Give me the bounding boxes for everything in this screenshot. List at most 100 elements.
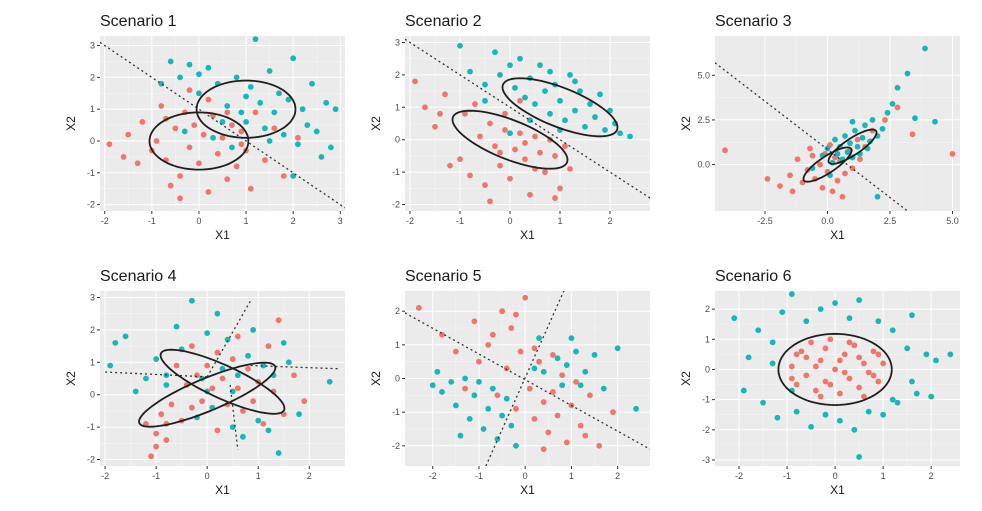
class-b-point xyxy=(507,62,513,69)
x-tick-label: -1 xyxy=(456,216,464,226)
class-b-point xyxy=(745,354,752,361)
class-a-point xyxy=(167,182,174,189)
class-b-point xyxy=(904,70,911,77)
class-b-point xyxy=(452,402,459,409)
class-a-point xyxy=(865,369,872,376)
class-a-point xyxy=(870,348,877,355)
class-a-point xyxy=(870,372,877,379)
class-b-point xyxy=(517,55,523,62)
y-axis-label: X2 xyxy=(369,116,383,131)
class-b-point xyxy=(466,415,473,422)
class-b-point xyxy=(434,368,441,375)
class-b-point xyxy=(600,385,607,392)
class-b-point xyxy=(471,392,478,399)
class-a-point xyxy=(817,393,824,400)
class-a-point xyxy=(882,117,888,123)
scenario-2-title: Scenario 2 xyxy=(405,13,482,30)
class-b-point xyxy=(489,385,496,392)
scenario-5-plot-area xyxy=(405,291,650,466)
class-a-point xyxy=(499,308,505,315)
class-b-point xyxy=(856,454,863,460)
x-axis-label: X1 xyxy=(520,228,535,242)
class-b-point xyxy=(304,122,311,128)
class-a-point xyxy=(809,152,816,159)
scenario-4-title: Scenario 4 xyxy=(100,268,177,285)
scenario-3-plot-area xyxy=(715,45,956,211)
class-a-point xyxy=(204,362,211,369)
class-a-point xyxy=(822,378,829,385)
class-b-point xyxy=(285,96,292,103)
class-a-point xyxy=(793,381,800,388)
class-b-point xyxy=(186,61,193,68)
class-a-point xyxy=(573,378,579,385)
class-a-point xyxy=(153,443,160,450)
class-a-point xyxy=(788,375,795,382)
class-b-point xyxy=(290,55,297,62)
class-a-point xyxy=(894,104,901,111)
class-a-point xyxy=(494,392,501,399)
x-tick-label: -1 xyxy=(148,216,156,226)
class-a-point xyxy=(513,311,519,318)
y-tick-label: -1 xyxy=(392,167,400,177)
class-b-point xyxy=(327,144,334,151)
class-b-point xyxy=(547,68,553,75)
y-tick-label: 2.5 xyxy=(697,115,710,125)
class-b-point xyxy=(573,348,579,355)
class-b-point xyxy=(577,88,583,94)
class-b-point xyxy=(832,136,838,143)
class-b-point xyxy=(285,359,292,366)
class-b-point xyxy=(467,68,473,75)
class-a-point xyxy=(188,343,195,349)
class-a-point xyxy=(527,191,533,198)
class-b-point xyxy=(429,382,436,389)
class-a-point xyxy=(482,182,488,188)
class-a-point xyxy=(422,104,428,111)
y-tick-label: -2 xyxy=(87,455,95,465)
class-a-point xyxy=(532,133,538,140)
class-a-point xyxy=(531,345,538,352)
class-a-point xyxy=(798,348,805,355)
class-a-point xyxy=(229,122,235,128)
class-b-point xyxy=(837,417,843,424)
class-b-point xyxy=(243,93,249,100)
class-b-point xyxy=(947,351,954,358)
class-b-point xyxy=(462,375,468,382)
y-tick-label: 3 xyxy=(395,37,400,47)
class-b-point xyxy=(224,103,231,109)
class-a-point xyxy=(233,163,240,170)
class-a-point xyxy=(841,351,848,358)
class-a-point xyxy=(552,153,558,159)
class-a-point xyxy=(562,143,568,150)
class-b-point xyxy=(582,123,588,130)
x-tick-label: 0 xyxy=(507,216,512,226)
class-a-point xyxy=(596,442,603,449)
x-tick-label: 1 xyxy=(256,471,261,481)
class-b-point xyxy=(107,362,114,369)
class-b-point xyxy=(266,68,273,74)
x-tick-label: 1 xyxy=(881,471,886,481)
class-b-point xyxy=(296,411,302,418)
class-b-point xyxy=(862,122,868,129)
class-b-point xyxy=(332,106,339,113)
class-b-point xyxy=(234,372,241,379)
class-b-point xyxy=(928,393,935,400)
class-a-point xyxy=(139,119,146,125)
class-b-point xyxy=(233,74,240,81)
class-a-point xyxy=(238,128,245,135)
class-a-point xyxy=(554,412,561,419)
class-b-point xyxy=(769,339,776,346)
class-b-point xyxy=(177,74,183,81)
class-b-point xyxy=(633,405,640,412)
class-a-point xyxy=(817,161,823,168)
class-a-point xyxy=(880,360,887,367)
y-tick-label: 3 xyxy=(90,292,95,302)
class-a-point xyxy=(550,389,556,395)
y-tick-label: 2 xyxy=(90,72,95,82)
class-b-point xyxy=(181,128,188,135)
x-tick-label: 1 xyxy=(557,216,562,226)
class-a-point xyxy=(291,372,297,379)
class-a-point xyxy=(120,154,127,160)
class-b-point xyxy=(851,426,858,433)
scenario-1-plot-area xyxy=(100,36,345,209)
class-a-point xyxy=(909,131,916,138)
